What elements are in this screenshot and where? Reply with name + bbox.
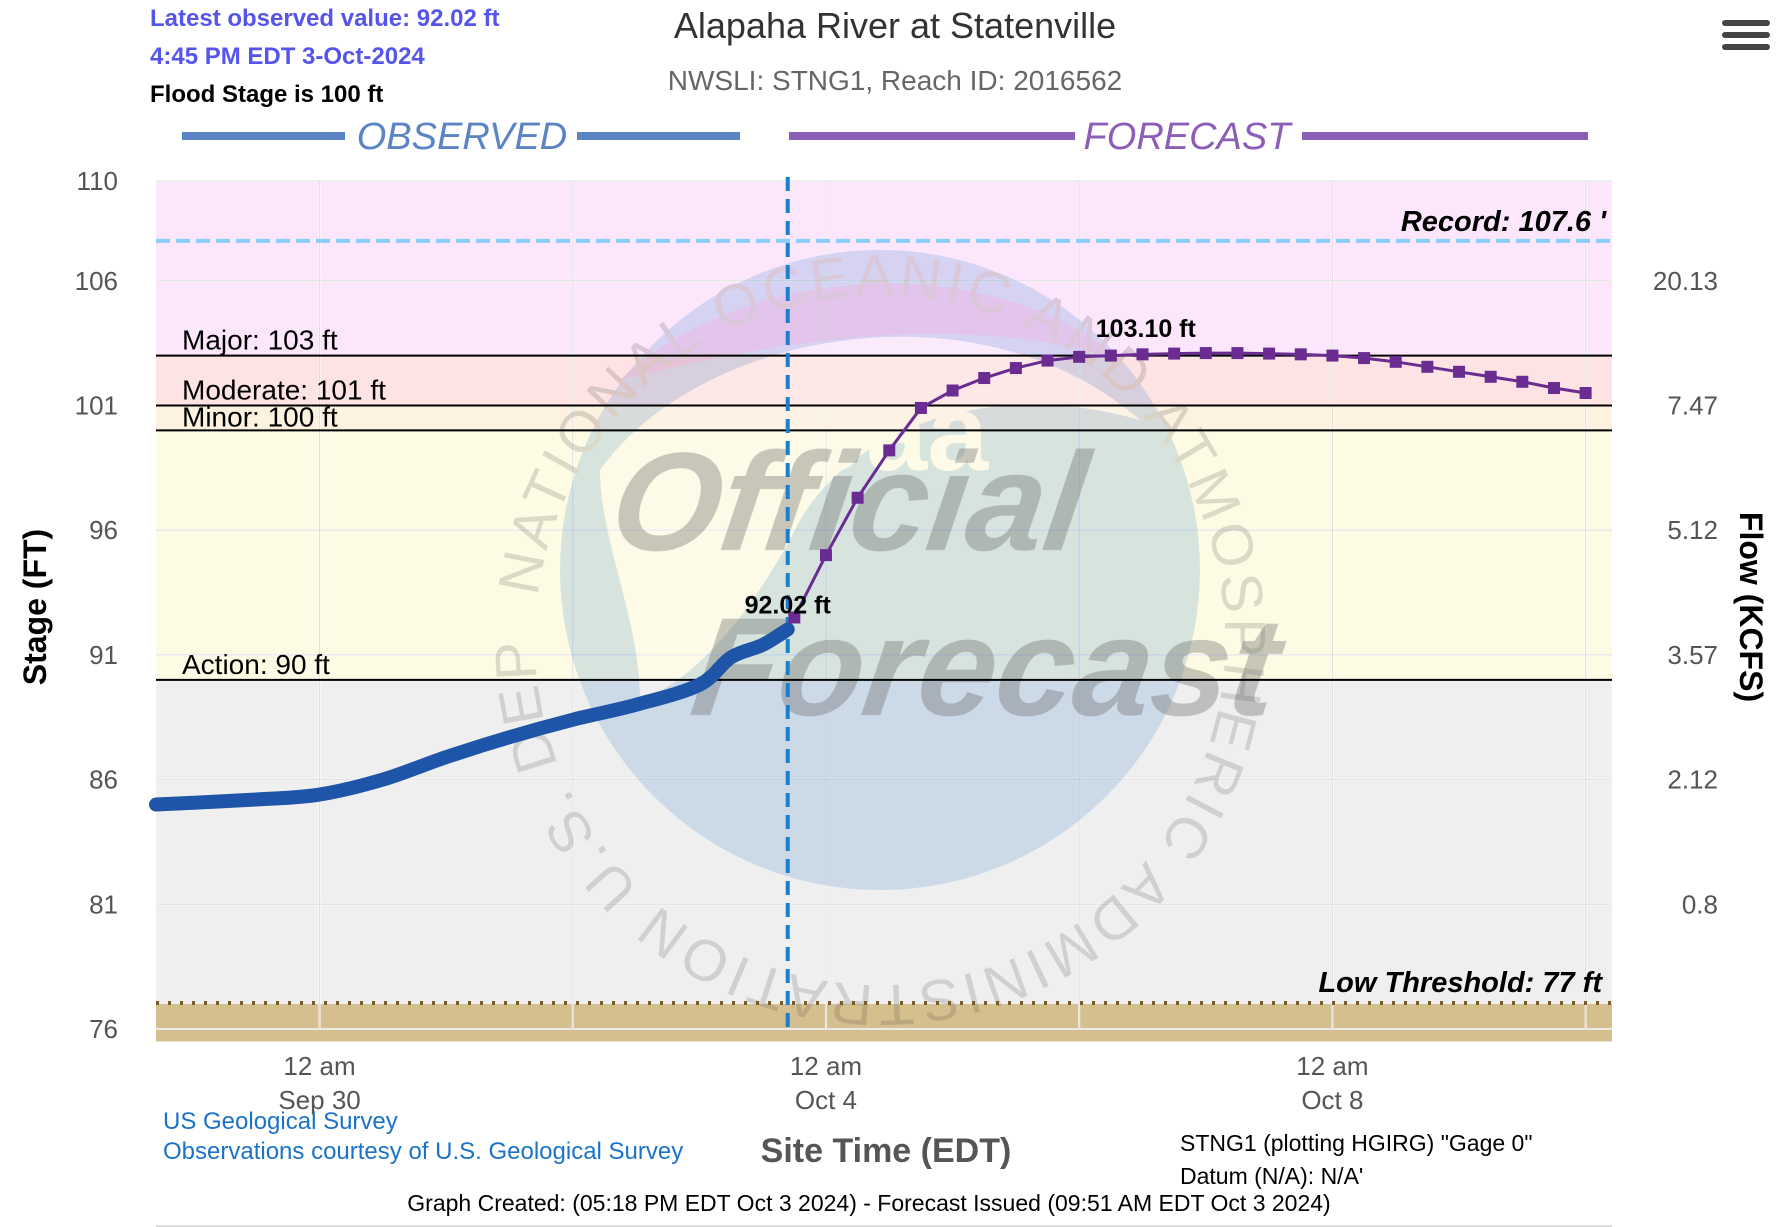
forecast-point [1547,382,1560,395]
forecast-point [1326,349,1339,362]
gage-info-line1: STNG1 (plotting HGIRG) "Gage 0" [1180,1130,1533,1156]
forecast-point [1453,365,1466,378]
watermark-official: Official [603,424,1100,580]
forecast-point [1294,348,1307,361]
flood-stage-note: Flood Stage is 100 ft [150,81,383,108]
y-tick-label: 81 [89,889,118,919]
y-tick-label: 86 [89,765,118,795]
forecast-point [1421,360,1434,373]
forecast-point [978,372,991,385]
flow-tick-label: 0.8 [1682,889,1718,919]
watermark-forecast: Forecast [684,589,1295,745]
forecast-point [1041,354,1054,367]
x-tick-label: 12 am [1296,1051,1368,1081]
x-tick-date-label: Oct 4 [795,1085,857,1115]
y-tick-label: 76 [89,1014,118,1044]
threshold-label-action: Action: 90 ft [182,649,330,680]
y2-axis-title: Flow (KCFS) [1733,512,1769,702]
noaa-logo-text: noaa [732,371,990,494]
latest-observed-value: Latest observed value: 92.02 ft [150,5,499,32]
forecast-point [1199,347,1212,360]
forecast-header-label: FORECAST [1084,116,1294,158]
noaa-logo-bird [600,336,1140,700]
low-threshold-label: Low Threshold: 77 ft [1318,967,1603,999]
forecast-point [819,549,832,562]
forecast-point [1009,362,1022,375]
forecast-point [1516,375,1529,388]
noaa-logo-disc [560,250,1200,890]
menu-bar-icon [1722,32,1770,38]
y-tick-label: 101 [75,390,118,420]
forecast-point [946,384,959,397]
band-action [156,430,1612,680]
x-tick-label: 12 am [790,1051,862,1081]
threshold-label-major: Major: 103 ft [182,325,338,356]
forecast-point [1579,387,1592,399]
threshold-label-moderate: Moderate: 101 ft [182,374,386,405]
forecast-point [914,401,927,414]
record-label: Record: 107.6 ' [1401,206,1607,238]
forecast-point [1263,347,1276,360]
y-tick-label: 106 [75,266,118,296]
flow-tick-label: 7.47 [1667,390,1718,420]
forecast-point [851,491,864,504]
gage-info-line2: Datum (N/A): N/A' [1180,1163,1363,1189]
noaa-logo-wave [620,283,1120,380]
x-tick-date-label: Sep 30 [278,1085,360,1115]
band-minor [156,405,1612,431]
observed-header-label: OBSERVED [357,116,567,158]
source-usgs[interactable]: US Geological Survey [163,1108,398,1135]
flow-tick-label: 3.57 [1667,640,1718,670]
forecast-point [883,444,896,457]
gridlines [156,180,1612,1030]
forecast-point [1231,347,1244,360]
threshold-label-minor: Minor: 100 ft [182,401,338,432]
chart-menu-button[interactable] [1722,20,1770,60]
data-series: 92.02 ft 103.10 ft [149,315,1592,812]
forecast-peak-label: 103.10 ft [1096,315,1197,343]
observed-last-label: 92.02 ft [745,591,832,619]
band-major [156,181,1612,356]
x-tick-label: 12 am [283,1051,355,1081]
menu-bar-icon [1722,44,1770,50]
x-tick-date-label: Oct 8 [1301,1085,1363,1115]
forecast-point [1168,347,1181,360]
y-axis-title: Stage (FT) [17,529,53,685]
source-usgs-courtesy[interactable]: Observations courtesy of U.S. Geological… [163,1138,683,1165]
flow-tick-label: 20.13 [1653,266,1718,296]
x-axis-title: Site Time (EDT) [761,1132,1012,1170]
forecast-point [1484,370,1497,383]
forecast-point [1073,350,1086,363]
flow-tick-label: 2.12 [1667,765,1718,795]
axes: 110 106 101 96 91 86 81 76 20.13 7.47 5.12 3.57 2.12… [75,166,1718,1115]
y-tick-label: 110 [77,166,118,196]
forecast-point [1358,352,1371,365]
y-tick-label: 96 [89,515,118,545]
latest-observed-time: 4:45 PM EDT 3-Oct-2024 [150,43,425,70]
official-forecast-watermark: Official Forecast [603,424,1295,745]
forecast-point [1136,348,1149,361]
chart-subtitle: NWSLI: STNG1, Reach ID: 2016562 [668,65,1122,96]
forecast-point [1389,355,1402,368]
flow-tick-label: 5.12 [1667,515,1718,545]
forecast-point [788,611,801,624]
chart-title: Alapaha River at Statenville [674,5,1116,46]
band-low [156,1004,1612,1042]
menu-bar-icon [1722,20,1770,26]
y-tick-label: 91 [89,640,118,670]
band-normal [156,679,1612,1005]
graph-created-info: Graph Created: (05:18 PM EDT Oct 3 2024)… [407,1190,1330,1216]
forecast-point [1104,349,1117,362]
